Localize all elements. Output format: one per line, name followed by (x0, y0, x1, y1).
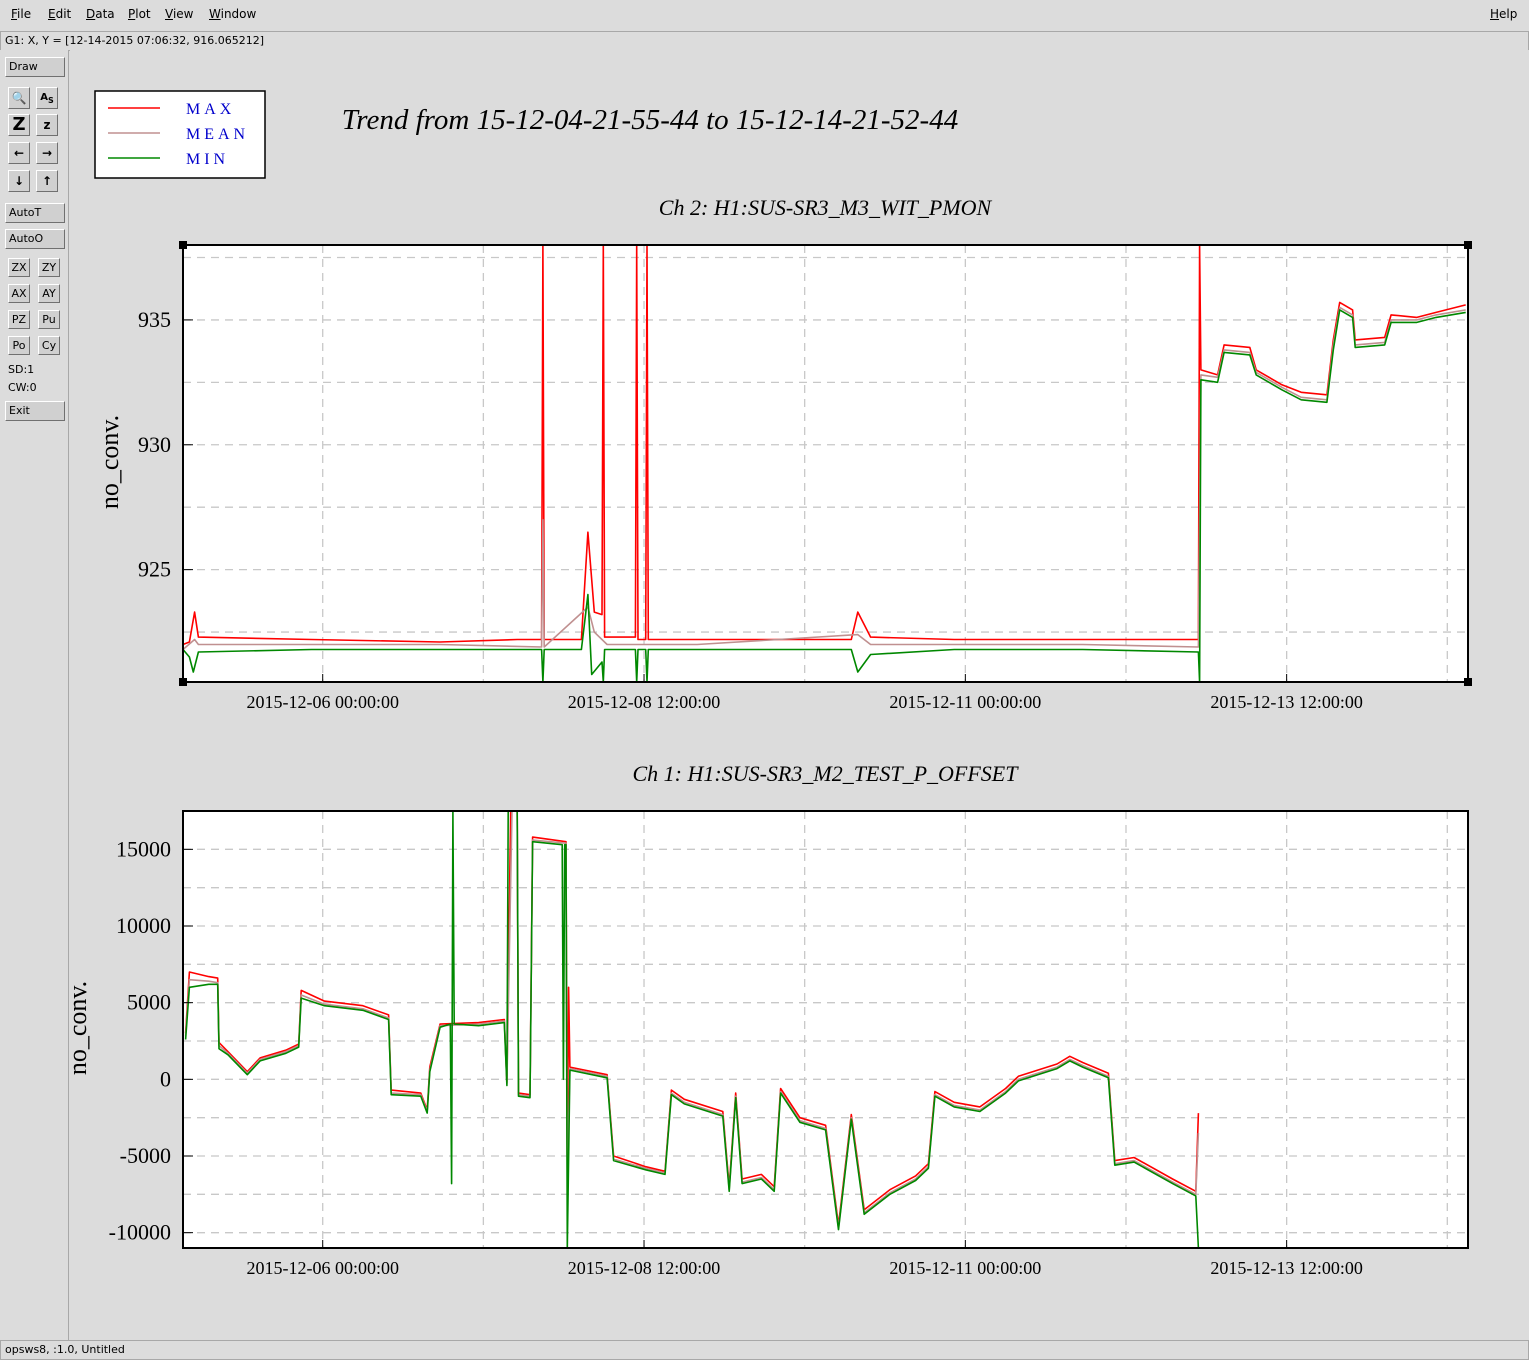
cy-button[interactable]: Cy (38, 336, 60, 355)
chart-ch2-yticks: 925 930 935 (138, 307, 193, 582)
chart-ch2-plot-bg (183, 245, 1468, 682)
series-line-max (184, 810, 1200, 1226)
chart-ch2-series (182, 244, 1466, 683)
y-tick-label: 935 (138, 307, 171, 332)
sd-label: SD:1 (8, 363, 35, 376)
chart-ch2-ylabel: no_conv. (95, 415, 124, 509)
menu-file[interactable]: File (11, 7, 32, 21)
menu-help[interactable]: Help (1490, 7, 1518, 21)
arrow-left-icon[interactable]: ← (8, 142, 30, 164)
selection-handle[interactable] (1464, 241, 1472, 249)
autoo-button[interactable]: AutoO (5, 229, 65, 249)
menu-edit[interactable]: Edit (48, 7, 72, 21)
y-tick-label: 10000 (116, 913, 171, 938)
pu-button[interactable]: Pu (38, 310, 60, 329)
status-text: opsws8, :1.0, Untitled (5, 1343, 125, 1356)
legend-label-max: MAX (186, 101, 235, 118)
chart-ch1-series (184, 810, 1200, 1249)
arrow-right-icon[interactable]: → (36, 142, 58, 164)
main-title: Trend from 15-12-04-21-55-44 to 15-12-14… (342, 104, 958, 136)
x-tick-label: 2015-12-08 12:00:00 (568, 1258, 721, 1278)
chart-ch1-yticks: -10000 -5000 0 5000 10000 15000 (109, 836, 193, 1245)
text-tool-icon[interactable]: AS (36, 87, 58, 109)
series-line-mean (184, 810, 1200, 1229)
menu-plot[interactable]: Plot (128, 7, 151, 21)
legend-label-mean: MEAN (186, 126, 249, 143)
cw-label: CW:0 (8, 381, 37, 394)
chart-ch2-grid (183, 245, 1468, 682)
legend-label-min: MIN (186, 151, 229, 168)
selection-handle[interactable] (1464, 678, 1472, 686)
zoom-large-icon[interactable]: Z (8, 114, 30, 136)
zy-button[interactable]: ZY (38, 258, 60, 277)
x-tick-label: 2015-12-13 12:00:00 (1210, 692, 1363, 712)
tool-sidebar: Draw 🔍 AS Z z ← → ↓ ↑ AutoT AutoO ZX ZY … (0, 50, 69, 1340)
exit-button[interactable]: Exit (5, 401, 65, 421)
x-tick-label: 2015-12-06 00:00:00 (246, 1258, 399, 1278)
zoom-small-icon[interactable]: z (36, 114, 58, 136)
y-tick-label: 925 (138, 557, 171, 582)
arrow-down-icon[interactable]: ↓ (8, 170, 30, 192)
y-tick-label: 0 (160, 1066, 171, 1091)
draw-button[interactable]: Draw (5, 57, 65, 77)
menu-view[interactable]: View (165, 7, 194, 21)
y-tick-label: 5000 (127, 990, 171, 1015)
chart-ch1-ylabel: no_conv. (70, 981, 92, 1075)
menubar: File Edit Data Plot View Window Help (0, 0, 1529, 30)
series-line-min (184, 810, 1200, 1249)
pz-button[interactable]: PZ (8, 310, 30, 329)
menu-window[interactable]: Window (209, 7, 257, 21)
chart-title-ch1: Ch 1: H1:SUS-SR3_M2_TEST_P_OFFSET (633, 761, 1020, 786)
coordinate-readout: G1: X, Y = [12-14-2015 07:06:32, 916.065… (0, 31, 1529, 51)
x-tick-label: 2015-12-06 00:00:00 (246, 692, 399, 712)
y-tick-label: 930 (138, 432, 171, 457)
selection-handle[interactable] (179, 678, 187, 686)
ay-button[interactable]: AY (38, 284, 60, 303)
chart-ch1-xticks: 2015-12-06 00:00:00 2015-12-08 12:00:00 20… (246, 1240, 1363, 1278)
x-tick-label: 2015-12-11 00:00:00 (889, 1258, 1041, 1278)
magnifier-icon[interactable]: 🔍 (8, 87, 30, 109)
menu-data[interactable]: Data (86, 7, 115, 21)
autot-button[interactable]: AutoT (5, 203, 65, 223)
x-tick-label: 2015-12-08 12:00:00 (568, 692, 721, 712)
ax-button[interactable]: AX (8, 284, 30, 303)
arrow-up-icon[interactable]: ↑ (36, 170, 58, 192)
y-tick-label: -5000 (120, 1143, 171, 1168)
chart-title-ch2: Ch 2: H1:SUS-SR3_M3_WIT_PMON (659, 195, 993, 220)
series-line-min (182, 309, 1466, 683)
chart-ch1-plot-bg (183, 811, 1468, 1248)
po-button[interactable]: Po (8, 336, 30, 355)
x-tick-label: 2015-12-11 00:00:00 (889, 692, 1041, 712)
selection-handle[interactable] (179, 241, 187, 249)
chart-ch2-xticks: 2015-12-06 00:00:00 2015-12-08 12:00:00 20… (246, 674, 1363, 712)
coordinate-readout-text: G1: X, Y = [12-14-2015 07:06:32, 916.065… (5, 34, 265, 47)
plot-canvas[interactable]: MAX MEAN MIN Trend from 15-12-04-21-55-4… (63, 50, 1529, 1338)
zx-button[interactable]: ZX (8, 258, 30, 277)
x-tick-label: 2015-12-13 12:00:00 (1210, 1258, 1363, 1278)
y-tick-label: -10000 (109, 1220, 171, 1245)
plot-svg[interactable]: MAX MEAN MIN Trend from 15-12-04-21-55-4… (63, 50, 1529, 1338)
chart-ch2-frame (182, 244, 1469, 683)
y-tick-label: 15000 (116, 836, 171, 861)
legend-box (94, 90, 266, 179)
status-bar: opsws8, :1.0, Untitled (0, 1340, 1529, 1360)
series-line-max (182, 244, 1466, 646)
chart-ch1-frame (182, 810, 1469, 1249)
